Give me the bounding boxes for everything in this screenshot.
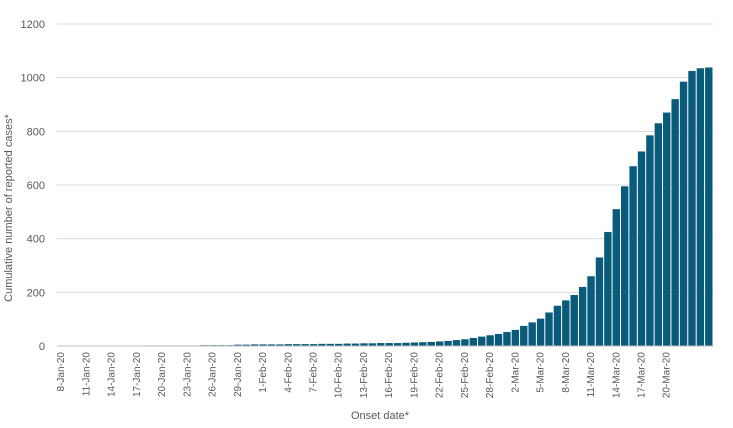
x-tick-label: 28-Feb-20 [485,352,496,399]
y-tick-label: 1200 [21,19,45,31]
y-tick-label: 600 [27,180,45,192]
bar [393,343,402,346]
x-tick-label: 4-Feb-20 [283,352,294,393]
bar [318,343,326,346]
bar [242,344,250,346]
bar [301,344,309,346]
bar [696,68,705,347]
y-tick-label: 800 [27,126,45,138]
x-tick-label: 29-Jan-20 [233,352,244,397]
bar [637,151,646,346]
x-tick-label: 19-Feb-20 [409,352,420,399]
x-tick-label: 17-Mar-20 [637,352,648,399]
y-tick-label: 400 [27,234,45,246]
bar [419,342,427,346]
bar [511,329,520,346]
x-tick-label: 10-Feb-20 [334,352,345,399]
bar [309,344,318,346]
bar [360,343,368,346]
bar [620,186,629,346]
y-tick-label: 1000 [21,73,45,85]
bar [267,344,276,346]
x-tick-label: 14-Jan-20 [107,352,118,397]
bar [326,343,335,346]
x-tick-label: 20-Mar-20 [662,352,673,399]
bar [427,341,435,346]
x-tick-label: 22-Feb-20 [435,352,446,399]
x-tick-label: 17-Jan-20 [132,352,143,397]
bar [452,340,461,346]
bar [469,337,478,346]
x-tick-label: 2-Mar-20 [510,352,521,393]
bar [259,344,267,346]
bar [343,343,351,346]
bar [528,322,536,346]
x-tick-label: 7-Feb-20 [309,352,320,393]
x-tick-label: 14-Mar-20 [611,352,622,399]
x-tick-label: 8-Jan-20 [56,352,67,392]
gridlines [57,23,713,293]
x-tick-label: 11-Mar-20 [586,352,597,398]
x-tick-label: 8-Mar-20 [561,352,572,393]
bar [292,344,301,346]
bar [335,343,343,346]
bar [402,342,410,346]
x-tick-label: 11-Jan-20 [81,352,92,397]
bar [629,166,637,346]
x-tick-label: 1-Feb-20 [258,352,269,393]
x-tick-label: 5-Mar-20 [536,352,547,393]
bar [520,325,528,347]
bar [486,335,494,346]
x-tick-label: 26-Jan-20 [208,352,219,397]
bar [234,344,242,346]
bar [646,135,654,346]
bar [663,112,671,346]
x-axis-label: Onset date* [351,410,410,422]
y-axis-label: Cumulative number of reported cases* [3,113,15,301]
bars [107,67,713,347]
bar [478,336,486,346]
x-tick-labels: 8-Jan-20 11-Jan-20 14-Jan-20 17-Jan-20 20-Ja… [56,352,673,399]
x-tick-label: 13-Feb-20 [359,352,370,399]
bar [276,344,284,346]
bar [604,231,612,346]
y-tick-labels: 0 200 400 600 800 1000 1200 [21,19,45,353]
bar [688,70,696,347]
bar [570,295,578,346]
bar [351,343,360,346]
bar [679,81,688,346]
bar [250,344,259,346]
bar [284,344,292,346]
bar [385,343,393,346]
bar [368,343,377,346]
bar [705,67,713,346]
bar [654,123,663,346]
bar [545,312,553,346]
bar [503,332,511,346]
bar [595,257,604,346]
y-tick-label: 200 [27,287,45,299]
bar [578,286,587,346]
bar [377,343,385,346]
bar [435,341,444,346]
bar [410,342,419,346]
bar [444,340,452,346]
x-tick-label: 16-Feb-20 [384,352,395,399]
x-tick-label: 25-Feb-20 [460,352,471,399]
y-tick-label: 0 [39,341,45,353]
x-tick-label: 23-Jan-20 [182,352,193,397]
bar [671,99,679,346]
bar [494,333,503,346]
bar [536,318,545,346]
bar [562,300,570,346]
bar [612,209,620,346]
bar [553,305,562,346]
bar [461,339,469,346]
bar [587,276,595,346]
x-tick-label: 20-Jan-20 [157,352,168,397]
